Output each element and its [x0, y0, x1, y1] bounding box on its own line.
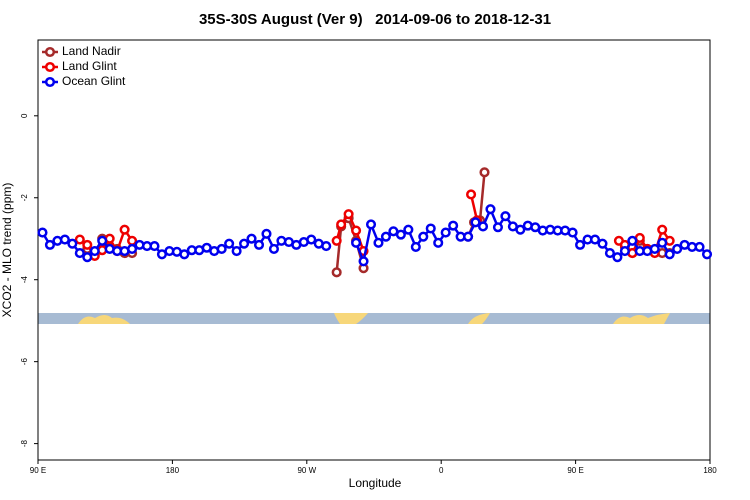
point [627, 235, 638, 246]
point [246, 233, 257, 244]
point [425, 223, 436, 234]
point [239, 238, 250, 249]
point [351, 237, 362, 248]
point [82, 252, 93, 263]
point [179, 249, 190, 260]
point [664, 249, 675, 260]
series-line [86, 172, 670, 273]
y-tick-label: -2 [20, 194, 29, 202]
legend-label: Ocean Glint [62, 74, 126, 88]
point [336, 219, 347, 230]
legend-marker [44, 46, 56, 58]
point [597, 238, 608, 249]
x-tick-label: 90 E [30, 466, 46, 475]
point [365, 219, 377, 230]
point [485, 204, 496, 215]
x-tick-label: 180 [703, 466, 717, 475]
point [331, 235, 342, 246]
point [82, 239, 93, 250]
point [657, 224, 668, 235]
point [231, 245, 242, 257]
point [67, 238, 78, 249]
legend-label: Land Nadir [62, 44, 121, 58]
point [331, 267, 342, 278]
point [149, 241, 160, 252]
point [380, 231, 391, 242]
point [479, 167, 490, 178]
point [74, 234, 85, 245]
point [466, 189, 477, 200]
point [37, 227, 48, 238]
point [343, 209, 354, 220]
point [589, 234, 601, 245]
point [224, 238, 235, 249]
point [410, 241, 421, 252]
point [216, 243, 227, 255]
point [44, 239, 55, 250]
point [418, 231, 429, 242]
legend-marker [44, 61, 56, 73]
map-strip [38, 313, 710, 324]
point [351, 225, 362, 236]
point [604, 248, 615, 259]
point [74, 248, 85, 259]
point [649, 243, 660, 255]
chart-title: 35S-30S August (Ver 9) 2014-09-06 to 201… [199, 11, 551, 28]
legend-label: Land Glint [62, 59, 117, 73]
point [433, 237, 444, 248]
point [97, 235, 108, 246]
point [612, 252, 623, 263]
y-tick-label: -6 [20, 358, 29, 366]
point [403, 224, 414, 235]
point [492, 222, 503, 233]
y-tick-label: 0 [20, 113, 29, 118]
point [253, 239, 265, 250]
x-axis-label: Longitude [349, 476, 402, 490]
point [373, 237, 384, 248]
point [358, 256, 369, 267]
point [321, 241, 332, 252]
point [500, 211, 511, 222]
point [477, 221, 489, 232]
point [619, 245, 630, 257]
point [515, 224, 526, 235]
point [127, 243, 138, 255]
y-tick-label: -8 [20, 440, 29, 448]
point [440, 227, 451, 238]
point [694, 241, 705, 252]
point [119, 224, 130, 235]
point [575, 239, 586, 250]
y-tick-label: -4 [20, 276, 29, 284]
point [567, 227, 578, 238]
point [89, 245, 100, 257]
point [306, 234, 317, 245]
x-tick-label: 0 [439, 466, 444, 475]
x-tick-label: 90 E [567, 466, 583, 475]
point [261, 228, 272, 239]
point [59, 234, 70, 245]
point [470, 217, 481, 228]
y-axis-label: XCO2 - MLO trend (ppm) [0, 183, 14, 318]
point [701, 249, 713, 260]
legend-marker [44, 76, 56, 88]
point [268, 243, 279, 255]
x-tick-label: 180 [166, 466, 180, 475]
point [672, 243, 683, 255]
x-tick-label: 90 W [297, 466, 316, 475]
point [448, 220, 459, 231]
point [395, 229, 406, 240]
plot-frame [37, 39, 711, 461]
point [657, 237, 668, 248]
point [463, 231, 474, 242]
